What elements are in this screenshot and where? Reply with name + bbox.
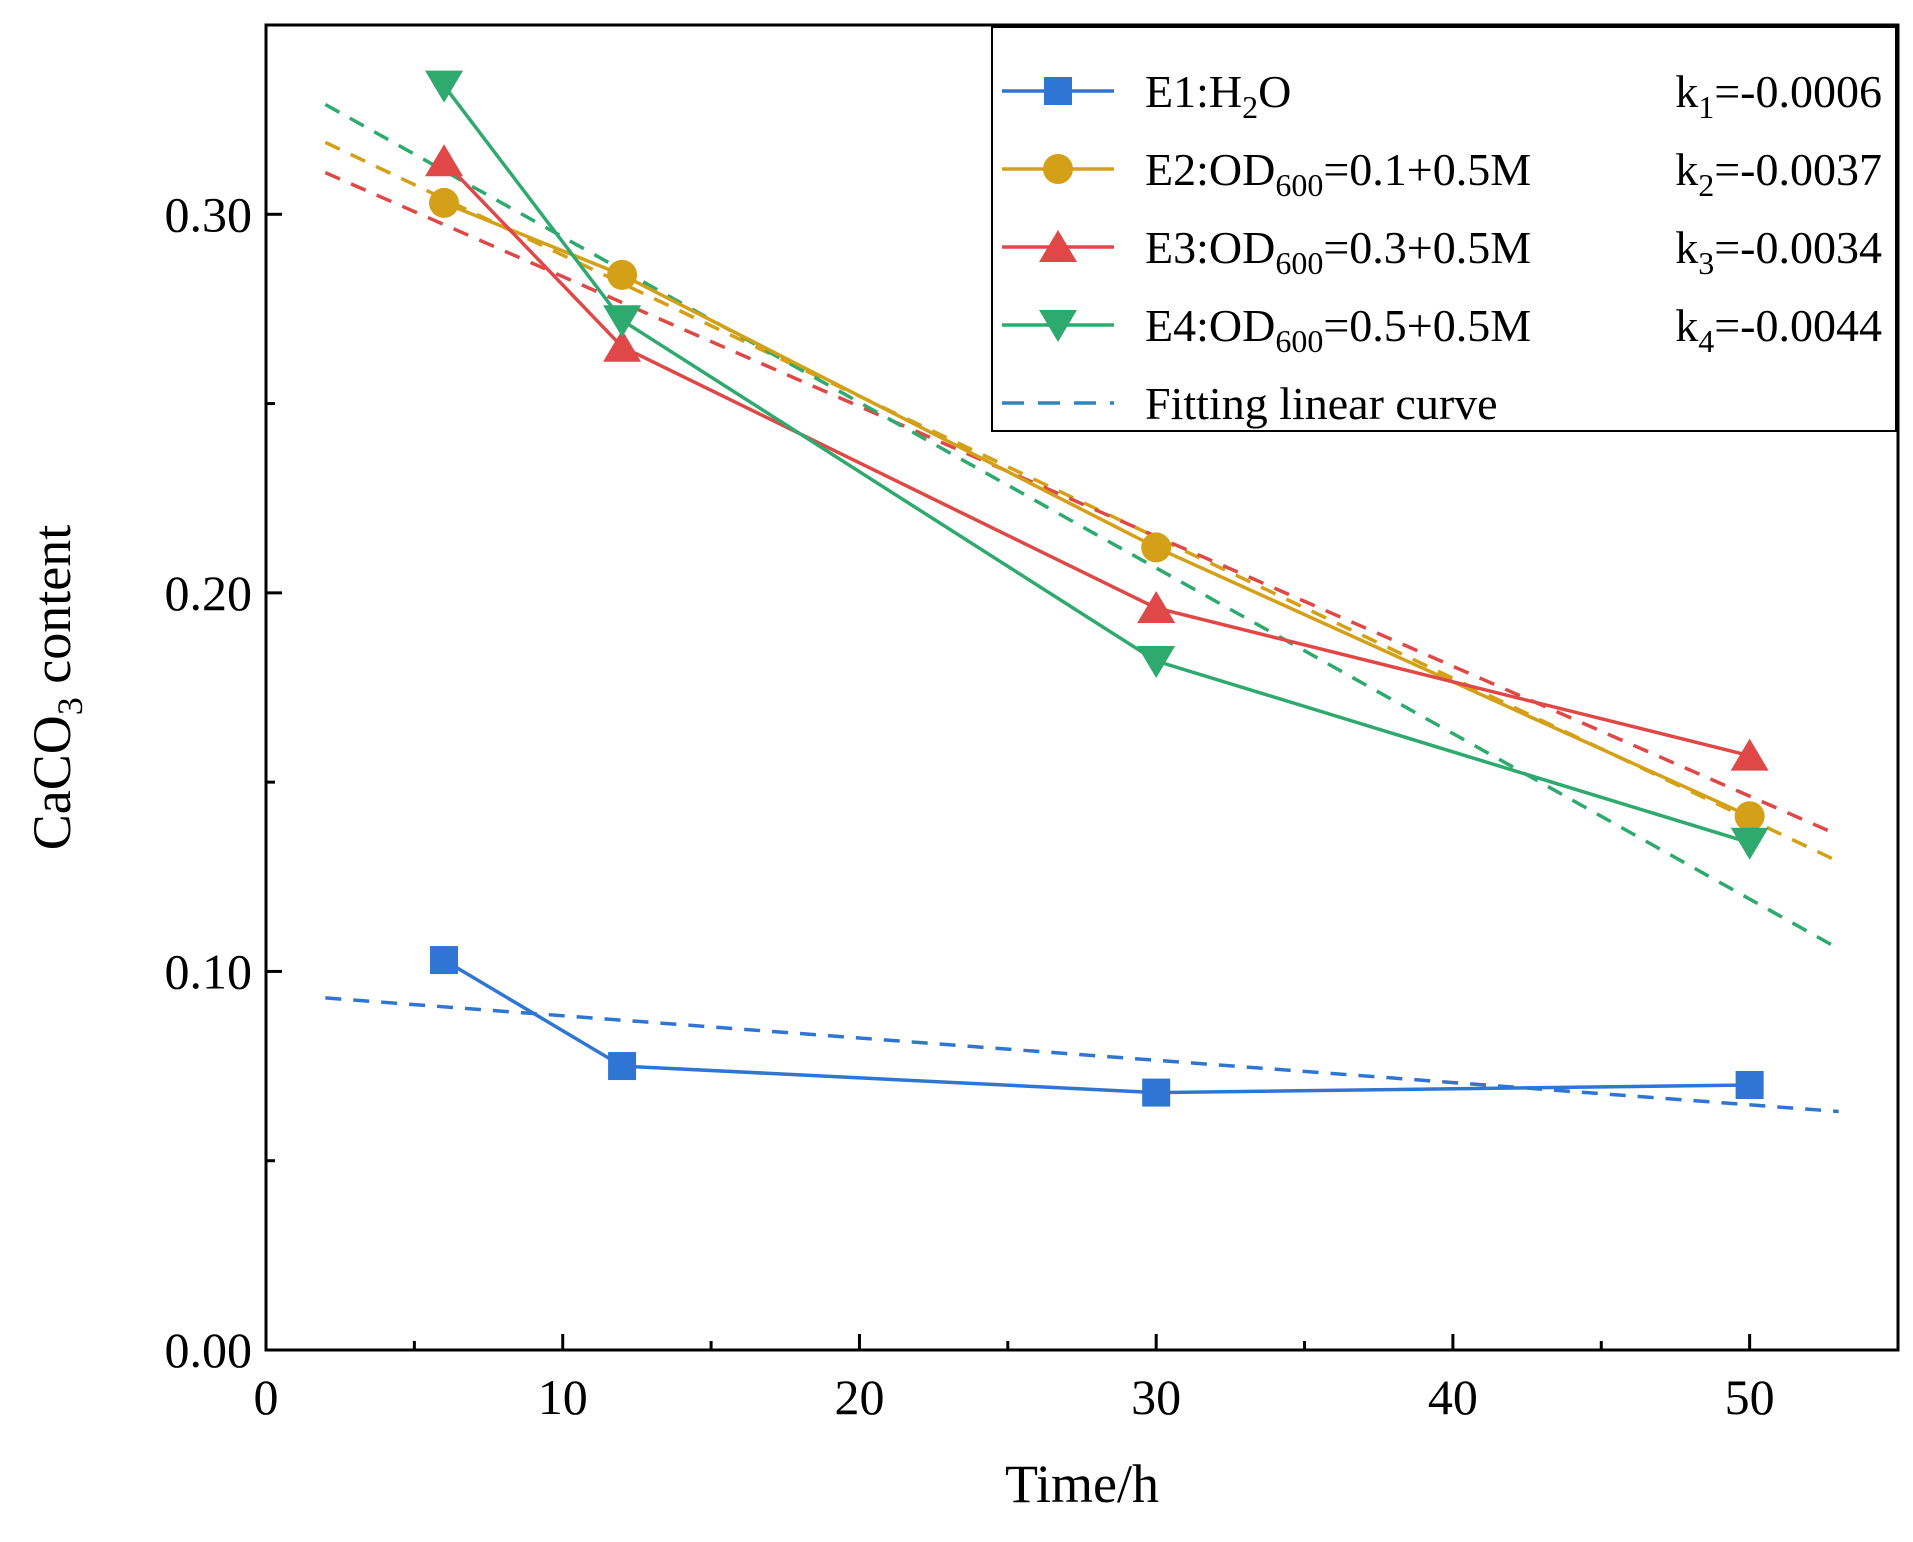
- series-e3-fit-line: [324, 171, 1840, 837]
- legend-e1-label: E1:H2O: [1145, 66, 1291, 125]
- series-e4-point-3: [1137, 646, 1176, 678]
- series-e4-point-4: [1730, 827, 1769, 860]
- y-axis-title-sub: 3: [50, 697, 90, 715]
- series-lines: [442, 84, 1751, 1095]
- legend-e4-marker: [1039, 310, 1077, 342]
- series-e1-point-3: [1142, 1078, 1171, 1107]
- x-tick-label-0: 0: [254, 1369, 279, 1425]
- plot-area: [264, 23, 1900, 1352]
- series-e3-line: [442, 160, 1751, 758]
- series-e3-point-2: [603, 329, 642, 362]
- y-axis-title: CaCO3 content: [22, 525, 90, 850]
- series-e1-line: [443, 958, 1750, 1095]
- x-tick-label-30: 30: [1131, 1369, 1181, 1425]
- series-e3-point-3: [1137, 591, 1176, 623]
- legend-box: [991, 26, 1897, 432]
- y-tick-label-0.20: 0.20: [165, 565, 253, 621]
- series-e3-point-4: [1730, 738, 1769, 771]
- x-axis: 0 10 20 30 40 50: [254, 1334, 1775, 1425]
- series-e2-point-2: [607, 259, 638, 290]
- series-e2-point-4: [1734, 801, 1765, 832]
- y-axis-title-rest: content: [22, 525, 82, 697]
- legend-e2-label: E2:OD600=0.1+0.5M: [1145, 144, 1531, 203]
- series-e2-point-3: [1141, 532, 1172, 563]
- legend-e4-k-value: k4=-0.0044: [1675, 300, 1882, 359]
- x-tick-label-20: 20: [834, 1369, 884, 1425]
- y-tick-label-0.10: 0.10: [165, 943, 253, 999]
- series-e1-point-2: [608, 1052, 637, 1081]
- series-e3-point-1: [425, 144, 464, 177]
- legend-e3-marker: [1039, 230, 1077, 262]
- legend-fit-label: Fitting linear curve: [1145, 378, 1498, 429]
- series-e4-fit-line: [324, 102, 1840, 951]
- legend-e2-marker: [1043, 154, 1073, 184]
- x-axis-title: Time/h: [1005, 1454, 1159, 1514]
- series-e2-point-1: [429, 187, 460, 218]
- legend-e2-k-value: k2=-0.0037: [1675, 144, 1882, 203]
- series-e4-point-1: [425, 70, 464, 103]
- series-e4-line: [442, 84, 1751, 845]
- legend-e3-label: E3:OD600=0.3+0.5M: [1145, 222, 1531, 281]
- legend-e1-marker: [1044, 77, 1072, 105]
- x-tick-label-40: 40: [1428, 1369, 1478, 1425]
- plot-frame: [264, 23, 1900, 1352]
- y-tick-label-0.30: 0.30: [165, 186, 253, 242]
- series-e1-point-1: [430, 946, 459, 975]
- fit-lines: [324, 102, 1840, 1114]
- series-e1-point-4: [1735, 1071, 1764, 1099]
- y-tick-label-0.00: 0.00: [165, 1322, 253, 1378]
- x-tick-label-50: 50: [1725, 1369, 1775, 1425]
- legend-e3-k-value: k3=-0.0034: [1675, 222, 1882, 281]
- markers: [425, 70, 1769, 1107]
- y-axis-title-base: CaCO: [22, 715, 82, 850]
- y-axis: 0.00 0.10 0.20 0.30: [165, 186, 282, 1378]
- series-e4-point-2: [603, 305, 642, 338]
- legend-e4-label: E4:OD600=0.5+0.5M: [1145, 300, 1531, 359]
- legend: E1:H2O k1=-0.0006 E2:OD600=0.1+0.5M k2=-0.0…: [991, 26, 1897, 432]
- series-e1-fit-line: [325, 996, 1839, 1114]
- x-tick-label-10: 10: [538, 1369, 588, 1425]
- legend-e1-k-value: k1=-0.0006: [1675, 66, 1882, 125]
